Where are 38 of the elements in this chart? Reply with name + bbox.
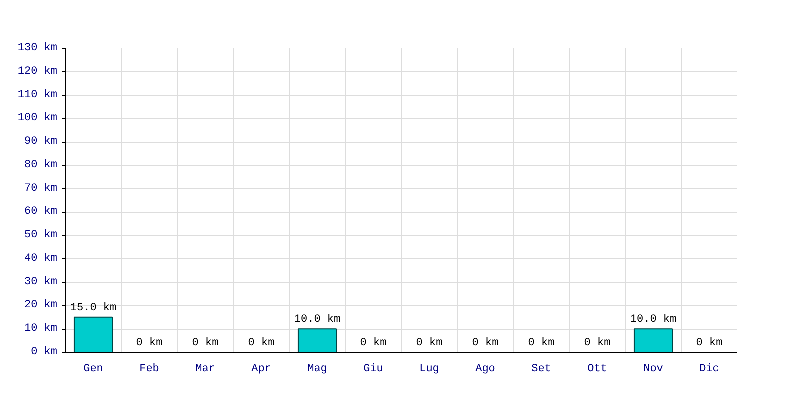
y-tick-label: 0 km (31, 346, 58, 358)
x-tick-label: Gen (84, 364, 104, 376)
data-label: 15.0 km (70, 302, 118, 314)
data-label: 10.0 km (294, 314, 342, 326)
data-label: 0 km (416, 338, 444, 350)
x-tick-label: Giu (364, 364, 384, 376)
x-tick-label: Feb (140, 364, 160, 376)
y-tick-label: 100 km (18, 112, 58, 125)
y-tick-label: 80 km (24, 159, 58, 172)
x-tick-label: Lug (420, 364, 440, 376)
y-tick-label: 90 km (24, 136, 58, 148)
data-label: 0 km (192, 338, 220, 350)
y-tick-label: 50 km (24, 230, 58, 242)
data-label: 0 km (136, 338, 164, 350)
y-tick-label: 70 km (24, 182, 58, 195)
x-tick-label: Dic (700, 364, 720, 376)
y-tick-label: 120 km (18, 66, 58, 78)
x-tick-label: Apr (252, 364, 272, 376)
data-label: 10.0 km (630, 314, 678, 326)
data-label: 0 km (248, 338, 276, 350)
y-tick-label: 60 km (24, 206, 58, 218)
x-tick-label: Mar (196, 364, 216, 376)
x-tick-label: Set (532, 364, 552, 376)
y-tick-label: 40 km (24, 252, 58, 265)
x-tick-label: Ott (588, 364, 608, 376)
data-label: 0 km (472, 338, 500, 350)
data-label: 0 km (696, 338, 724, 350)
y-tick-label: 20 km (24, 300, 58, 312)
y-tick-label: 110 km (18, 89, 58, 102)
data-label: 0 km (360, 338, 388, 350)
x-tick-label: Mag (308, 364, 328, 376)
y-tick-label: 130 km (18, 42, 58, 54)
y-tick-label: 30 km (24, 276, 58, 288)
x-tick-label: Ago (476, 364, 496, 376)
y-tick-label: 10 km (24, 323, 58, 336)
data-label: 0 km (584, 338, 612, 350)
data-label: 0 km (528, 338, 556, 350)
x-tick-label: Nov (644, 364, 664, 376)
